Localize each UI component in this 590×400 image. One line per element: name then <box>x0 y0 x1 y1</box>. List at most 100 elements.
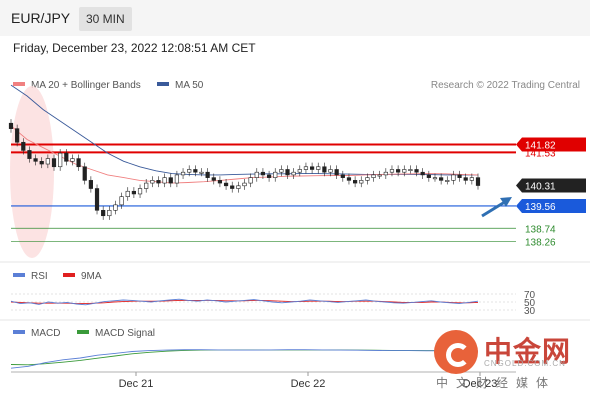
legend-rsi: RSI <box>13 271 48 282</box>
rsi-line <box>10 298 479 306</box>
candle <box>439 177 444 181</box>
candle <box>113 204 118 211</box>
candle <box>260 171 266 176</box>
candle <box>51 158 57 168</box>
candle <box>119 196 124 206</box>
candle <box>353 180 358 184</box>
watermark-logo: 中金网 CNGOLD.COM.CN 中文财经媒体 <box>432 326 584 390</box>
candle <box>285 169 290 176</box>
candle <box>82 166 87 181</box>
candle <box>199 171 204 174</box>
candle <box>242 182 247 187</box>
legend-rsi-ma: 9MA <box>63 271 102 282</box>
legend-label: 9MA <box>81 271 102 282</box>
rsi-level-label: 50 <box>524 298 536 309</box>
watermark-title: 中金网 <box>484 336 572 367</box>
candle <box>322 166 327 173</box>
legend-label: MA 50 <box>175 80 204 91</box>
candle <box>365 177 370 181</box>
candle <box>94 188 100 211</box>
legend-label: RSI <box>31 271 48 282</box>
watermark-subtitle: 中文财经媒体 <box>436 376 557 390</box>
legend-swatch <box>13 82 25 87</box>
candle <box>101 209 106 217</box>
candle <box>248 177 253 184</box>
candle <box>150 180 155 184</box>
candle <box>174 174 180 184</box>
header-bar: EUR/JPY 30 MIN <box>0 0 590 36</box>
candle <box>346 177 352 181</box>
candle <box>414 169 419 173</box>
candle <box>21 141 26 151</box>
candle <box>230 185 235 189</box>
x-tick-label: Dec 21 <box>119 378 154 390</box>
candle <box>420 171 425 176</box>
candles <box>8 119 481 220</box>
candle <box>76 158 81 168</box>
candle <box>33 158 38 162</box>
candle <box>383 171 388 176</box>
price-tag <box>516 198 586 213</box>
candle <box>359 180 364 184</box>
price-label: 141.53 <box>525 148 556 159</box>
candle <box>451 174 456 181</box>
candle <box>445 180 450 182</box>
candle <box>180 171 186 176</box>
candle <box>340 174 345 178</box>
candle <box>475 177 481 186</box>
candle <box>193 169 198 173</box>
watermark-url: CNGOLD.COM.CN <box>484 359 566 368</box>
price-label: 138.26 <box>525 237 556 248</box>
candle <box>156 180 161 184</box>
legend-macd: MACD <box>13 328 60 339</box>
candle <box>236 185 241 189</box>
candle <box>8 122 14 129</box>
legend-label: MACD <box>31 328 61 339</box>
macd-line <box>10 349 478 369</box>
candle <box>469 177 474 181</box>
candle <box>291 171 296 176</box>
candle <box>309 166 315 170</box>
x-tick-label: Dec 22 <box>291 378 326 390</box>
logo-icon <box>434 330 478 374</box>
legend-swatch <box>77 330 89 335</box>
candle <box>70 158 75 162</box>
legend-ma20: MA 20 + Bollinger Bands <box>13 80 141 91</box>
legend-ma50: MA 50 <box>157 80 203 91</box>
bollinger-band-area <box>10 86 54 258</box>
candle <box>217 180 223 184</box>
candle <box>463 177 468 181</box>
candle <box>64 152 69 162</box>
symbol-label: EUR/JPY <box>11 10 71 26</box>
candle <box>316 166 321 170</box>
candle <box>371 174 376 178</box>
candle <box>457 174 462 178</box>
candle <box>396 169 401 173</box>
candle <box>15 128 20 143</box>
candle <box>211 177 216 181</box>
candle <box>45 158 50 165</box>
ma20-line <box>10 125 479 184</box>
ma50-line <box>10 84 478 176</box>
candle <box>432 177 438 180</box>
price-label: 140.31 <box>525 182 556 193</box>
candle <box>205 171 210 178</box>
legend-macd-signal: MACD Signal <box>77 328 155 339</box>
candle <box>88 180 93 189</box>
candle <box>131 190 136 195</box>
candle <box>389 169 395 173</box>
legend-swatch <box>13 330 25 335</box>
candle <box>334 169 339 176</box>
candle <box>279 169 284 173</box>
candle <box>125 190 130 197</box>
candle <box>297 169 302 173</box>
candle <box>162 177 167 184</box>
candle <box>303 166 309 170</box>
price-label: 141.82 <box>525 140 556 151</box>
timeframe-button[interactable]: 30 MIN <box>79 7 132 31</box>
rsi-level-label: 30 <box>524 306 536 317</box>
candle <box>39 161 44 165</box>
candle <box>168 177 173 184</box>
credit-text: Research © 2022 Trading Central <box>430 80 580 91</box>
